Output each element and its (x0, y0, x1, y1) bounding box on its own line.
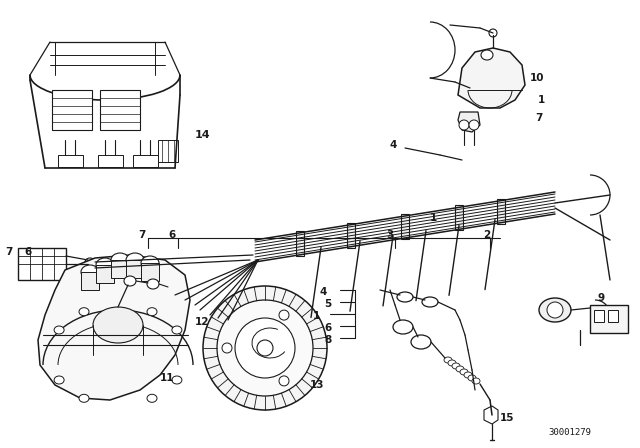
Ellipse shape (54, 326, 64, 334)
Text: 5: 5 (324, 299, 332, 309)
Ellipse shape (172, 326, 182, 334)
Ellipse shape (481, 50, 493, 60)
Bar (52, 90, 92, 130)
Polygon shape (458, 112, 480, 132)
Ellipse shape (257, 340, 273, 356)
Bar (96, 265, 114, 283)
Ellipse shape (547, 302, 563, 318)
Ellipse shape (468, 375, 476, 381)
Bar (18, 248, 66, 280)
Ellipse shape (279, 310, 289, 320)
Text: 7: 7 (138, 230, 145, 240)
Ellipse shape (456, 366, 464, 372)
Ellipse shape (411, 335, 431, 349)
Ellipse shape (469, 120, 479, 130)
Text: 2: 2 (483, 230, 490, 240)
Text: 7: 7 (535, 113, 542, 123)
Ellipse shape (539, 298, 571, 322)
Ellipse shape (93, 307, 143, 343)
Ellipse shape (222, 343, 232, 353)
Bar (347, 223, 355, 248)
Text: 11: 11 (160, 373, 175, 383)
Ellipse shape (54, 376, 64, 384)
Ellipse shape (393, 320, 413, 334)
Bar (100, 90, 140, 130)
Bar (126, 260, 144, 278)
Text: 3: 3 (386, 230, 393, 240)
Bar (133, 155, 158, 167)
Ellipse shape (489, 29, 497, 37)
Ellipse shape (147, 308, 157, 316)
Ellipse shape (96, 258, 114, 272)
Bar (401, 214, 409, 239)
Bar (98, 155, 123, 167)
Ellipse shape (452, 363, 460, 369)
Ellipse shape (79, 394, 89, 402)
Ellipse shape (397, 292, 413, 302)
Ellipse shape (79, 308, 89, 316)
Ellipse shape (81, 265, 99, 279)
Ellipse shape (217, 300, 313, 396)
Text: 6: 6 (24, 247, 31, 257)
Ellipse shape (235, 318, 295, 378)
Ellipse shape (279, 376, 289, 386)
Text: 1: 1 (430, 213, 437, 223)
Text: 12: 12 (195, 317, 209, 327)
Text: 4: 4 (390, 140, 397, 150)
Text: 15: 15 (500, 413, 515, 423)
Ellipse shape (111, 253, 129, 267)
Bar (594, 310, 604, 322)
Text: 6: 6 (168, 230, 175, 240)
Bar (158, 140, 178, 162)
Ellipse shape (172, 376, 182, 384)
Bar (81, 272, 99, 290)
Text: 9: 9 (598, 293, 605, 303)
Text: 14: 14 (195, 130, 211, 140)
Text: 4: 4 (320, 287, 328, 297)
Ellipse shape (147, 394, 157, 402)
Polygon shape (484, 406, 498, 424)
Bar (455, 205, 463, 230)
Text: 8: 8 (324, 335, 332, 345)
Ellipse shape (460, 369, 468, 375)
Ellipse shape (422, 297, 438, 307)
Polygon shape (38, 255, 190, 400)
Ellipse shape (124, 276, 136, 286)
Ellipse shape (459, 120, 469, 130)
Bar (58, 155, 83, 167)
Text: 1: 1 (313, 311, 320, 321)
Text: 1: 1 (538, 95, 545, 105)
Ellipse shape (448, 360, 456, 366)
Bar (111, 260, 129, 278)
Bar (590, 305, 628, 333)
Text: 13: 13 (310, 380, 324, 390)
Bar (141, 263, 159, 281)
Ellipse shape (464, 372, 472, 378)
Polygon shape (458, 48, 525, 108)
Ellipse shape (141, 256, 159, 270)
Bar (608, 310, 618, 322)
Ellipse shape (126, 253, 144, 267)
Ellipse shape (444, 357, 452, 363)
Text: 6: 6 (324, 323, 332, 333)
Text: 7: 7 (5, 247, 12, 257)
Bar (497, 198, 505, 224)
Ellipse shape (203, 286, 327, 410)
Text: 10: 10 (530, 73, 545, 83)
Ellipse shape (85, 258, 95, 266)
Ellipse shape (472, 378, 480, 384)
Bar (296, 231, 304, 256)
Ellipse shape (147, 279, 159, 289)
Text: 30001279: 30001279 (548, 427, 591, 436)
